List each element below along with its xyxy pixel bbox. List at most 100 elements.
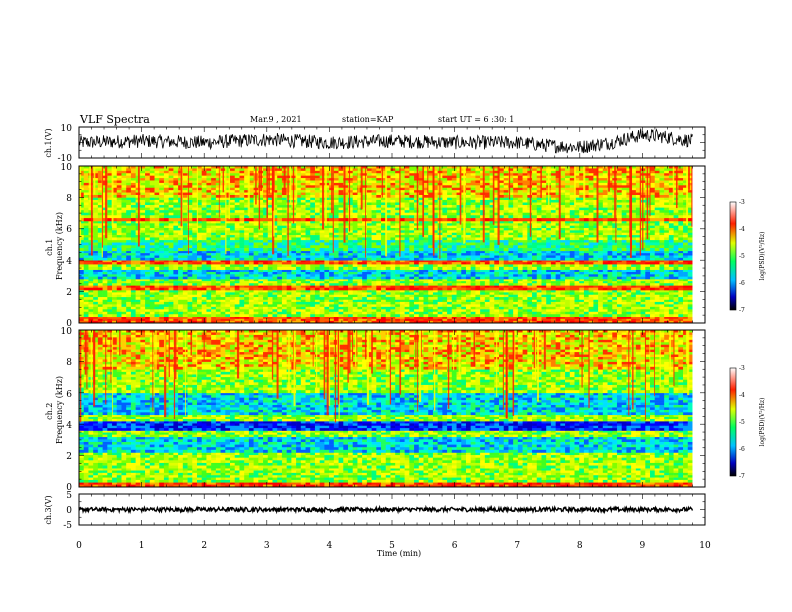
spec-cell xyxy=(470,266,476,270)
spec-cell xyxy=(418,304,424,308)
spec-cell xyxy=(461,255,467,259)
spec-cell xyxy=(668,309,674,313)
spec-cell xyxy=(579,257,585,261)
spec-cell xyxy=(187,253,193,256)
spec-cell xyxy=(300,225,306,229)
spec-cell xyxy=(484,292,490,296)
spec-cell xyxy=(343,260,349,263)
spec-cell xyxy=(640,250,646,254)
spec-cell xyxy=(621,297,627,300)
spec-cell xyxy=(437,311,443,315)
spec-cell xyxy=(621,262,627,265)
spec-cell xyxy=(640,260,646,263)
spec-cell xyxy=(130,287,136,291)
spec-cell xyxy=(635,281,641,284)
spec-cell xyxy=(324,297,330,300)
spec-cell xyxy=(187,301,193,305)
spec-cell xyxy=(536,301,542,305)
spec-cell xyxy=(418,262,424,265)
spec-cell xyxy=(565,220,571,224)
spec-cell xyxy=(225,269,231,273)
spec-cell xyxy=(588,257,594,261)
spec-cell xyxy=(149,299,155,303)
spec-cell xyxy=(418,257,424,261)
spec-cell xyxy=(206,274,212,277)
spec-cell xyxy=(239,318,245,322)
spec-cell xyxy=(220,301,226,305)
spec-cell xyxy=(432,271,438,275)
spec-cell xyxy=(541,281,547,284)
spec-cell xyxy=(650,304,656,308)
spec-cell xyxy=(329,239,335,243)
spec-cell xyxy=(616,320,622,324)
spec-cell xyxy=(126,304,132,308)
spec-cell xyxy=(569,223,575,226)
spec-cell xyxy=(286,260,292,263)
spec-cell xyxy=(333,311,339,315)
spec-cell xyxy=(536,290,542,293)
spec-cell xyxy=(300,266,306,270)
spec-cell xyxy=(116,297,122,300)
spec-cell xyxy=(272,245,278,249)
spec-cell xyxy=(503,262,509,265)
spec-cell xyxy=(154,262,160,265)
spec-cell xyxy=(263,316,269,320)
spec-cell xyxy=(324,260,330,263)
spec-cell xyxy=(404,260,410,263)
spec-cell xyxy=(319,262,325,265)
spec-cell xyxy=(305,257,311,261)
spec-cell xyxy=(362,248,368,252)
spec-cell xyxy=(569,220,575,224)
spec-cell xyxy=(230,220,236,224)
spec-cell xyxy=(248,248,254,252)
spec-cell xyxy=(248,260,254,263)
spec-cell xyxy=(347,297,354,300)
spec-cell xyxy=(428,320,434,324)
spec-cell xyxy=(508,269,514,273)
spec-cell xyxy=(399,220,405,224)
spec-cell xyxy=(687,276,693,280)
spec-cell xyxy=(574,318,580,322)
spec-cell xyxy=(79,245,85,249)
spec-cell xyxy=(598,279,604,282)
spec-cell xyxy=(140,290,146,293)
spec-cell xyxy=(470,271,476,275)
spec-cell xyxy=(286,264,292,268)
spec-cell xyxy=(230,242,236,246)
spec-cell xyxy=(616,301,622,305)
spec-cell xyxy=(560,309,566,313)
spec-cell xyxy=(319,316,325,320)
spec-cell xyxy=(140,274,146,277)
spec-cell xyxy=(432,301,438,305)
spec-cell xyxy=(347,281,354,284)
spec-cell xyxy=(277,311,283,315)
spec-cell xyxy=(239,228,245,231)
spec-cell xyxy=(423,248,429,252)
spec-cell xyxy=(588,279,594,282)
spec-cell xyxy=(456,225,462,229)
spec-cell xyxy=(206,314,212,318)
spec-cell xyxy=(503,239,509,243)
spec-cell xyxy=(300,239,306,243)
spec-cell xyxy=(640,266,646,270)
spec-cell xyxy=(281,271,287,275)
spec-cell xyxy=(206,287,212,291)
spec-cell xyxy=(607,304,613,308)
spec-cell xyxy=(385,274,391,277)
spec-cell xyxy=(399,306,405,310)
spec-cell xyxy=(159,242,165,246)
spec-cell xyxy=(385,271,391,275)
spec-cell xyxy=(465,276,471,280)
spec-cell xyxy=(314,316,320,320)
spec-cell xyxy=(541,255,547,259)
spec-cell xyxy=(418,314,424,318)
spec-cell xyxy=(499,311,505,315)
spec-cell xyxy=(640,279,646,282)
spec-cell xyxy=(102,299,108,303)
spec-cell xyxy=(409,242,415,246)
spec-cell xyxy=(583,269,589,273)
spec-cell xyxy=(154,257,160,261)
spec-cell xyxy=(626,318,632,322)
spec-cell xyxy=(272,239,278,243)
spec-cell xyxy=(310,297,316,300)
